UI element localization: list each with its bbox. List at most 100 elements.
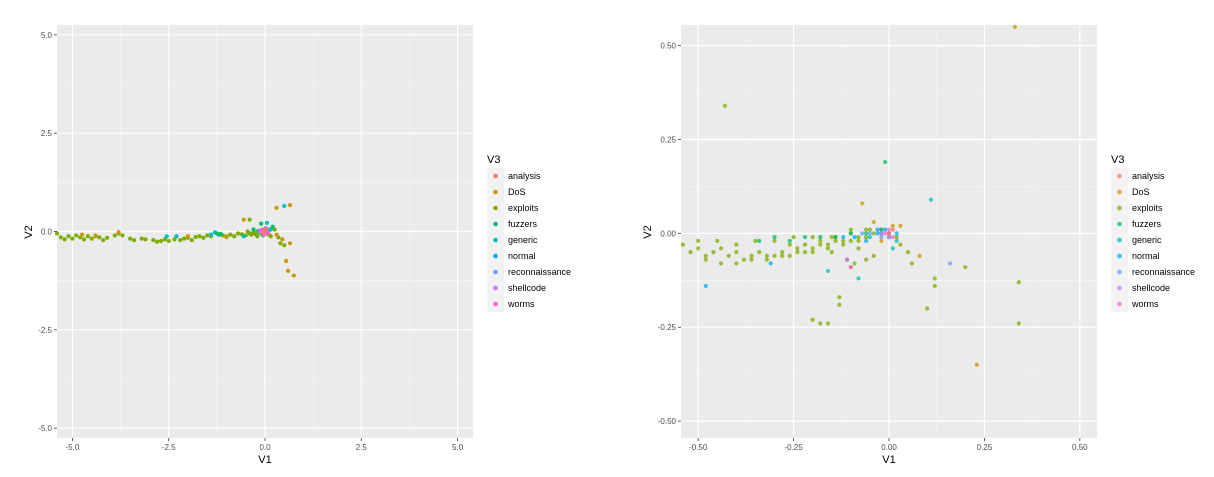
data-point-exploits <box>864 235 869 240</box>
data-point-fuzzers <box>787 238 792 243</box>
x-tick-label: -0.25 <box>784 443 803 452</box>
data-point-exploits <box>718 246 724 251</box>
data-point-exploits <box>772 253 777 259</box>
data-point-worms <box>890 235 895 240</box>
data-point-exploits <box>120 233 125 238</box>
data-point-generic <box>174 234 179 239</box>
data-point-fuzzers <box>772 235 777 240</box>
data-point-exploits <box>166 238 171 244</box>
data-point-exploits <box>852 261 857 266</box>
data-point-exploits <box>898 242 903 247</box>
data-point-normal <box>703 283 708 289</box>
data-point-exploits <box>909 261 914 266</box>
data-point-analysis <box>886 231 892 236</box>
data-point-exploits <box>128 236 133 241</box>
data-point-dos <box>224 234 229 239</box>
data-point-exploits <box>715 238 720 243</box>
x-tick-label: -5.0 <box>66 443 80 452</box>
left-y-axis-title: V2 <box>23 225 35 238</box>
data-point-exploits <box>255 234 260 239</box>
data-point-generic <box>894 238 899 243</box>
data-point-exploits <box>833 238 838 243</box>
y-tick-label: 5.0 <box>41 31 53 40</box>
data-point-worms <box>848 265 853 270</box>
data-point-shellcode <box>886 235 892 240</box>
x-tick-label: 0.0 <box>259 443 271 452</box>
left-legend-title: V3 <box>487 154 500 166</box>
right-major-gridlines <box>681 25 1097 438</box>
legend-key-fuzzers <box>493 221 498 227</box>
data-point-worms <box>265 230 271 236</box>
data-point-exploits <box>89 236 94 241</box>
data-point-exploits <box>856 235 861 240</box>
data-point-exploits <box>680 242 686 247</box>
data-point-exploits <box>205 233 210 238</box>
legend-key-shellcode <box>493 285 498 291</box>
data-point-normal <box>875 231 880 236</box>
data-point-generic <box>164 234 169 239</box>
data-point-exploits <box>201 235 206 240</box>
data-point-exploits <box>856 238 861 243</box>
left-legend: V3 analysis DoS exploits fuzzers generic norm… <box>487 154 571 312</box>
legend-key-generic <box>1117 237 1122 243</box>
legend-key-reconnaissance <box>493 269 498 275</box>
legend-label-worms: worms <box>1131 299 1159 309</box>
data-point-exploits <box>829 250 834 255</box>
legend-label-analysis: analysis <box>1132 171 1165 181</box>
data-point-exploits <box>151 238 156 243</box>
legend-label-worms: worms <box>507 299 535 309</box>
data-point-exploits <box>58 235 63 240</box>
data-point-generic <box>867 235 873 240</box>
data-point-generic <box>890 246 895 251</box>
data-point-fuzzers <box>848 231 853 236</box>
legend-key-exploits <box>493 205 498 211</box>
data-point-exploits <box>795 246 800 251</box>
legend-key-generic <box>493 237 498 243</box>
x-tick-label: -2.5 <box>162 443 176 452</box>
legend-key-fuzzers <box>1117 221 1122 227</box>
data-point-exploits <box>867 227 873 232</box>
data-point-normal <box>883 227 888 232</box>
data-point-dos <box>93 234 98 239</box>
y-tick-label: 0.50 <box>660 42 676 51</box>
data-point-exploits <box>278 241 283 246</box>
data-point-exploits <box>864 257 869 262</box>
x-tick-label: 5.0 <box>452 443 464 452</box>
data-point-exploits <box>837 295 842 300</box>
data-point-exploits <box>810 246 815 251</box>
data-point-exploits <box>780 250 785 255</box>
data-point-exploits <box>864 227 869 232</box>
data-point-exploits <box>688 250 693 255</box>
data-point-exploits <box>780 253 785 259</box>
data-point-exploits <box>189 238 194 243</box>
legend-label-shellcode: shellcode <box>508 283 546 293</box>
data-point-analysis <box>263 228 268 233</box>
data-point-fuzzers <box>251 227 256 232</box>
data-point-generic <box>241 234 246 239</box>
data-point-exploits <box>155 239 160 244</box>
data-point-exploits <box>848 227 853 232</box>
data-point-dos <box>280 237 285 242</box>
data-point-exploits <box>722 103 727 108</box>
data-point-dos <box>274 232 279 237</box>
data-point-fuzzers <box>879 227 884 232</box>
data-point-exploits <box>757 250 762 255</box>
data-point-exploits <box>818 242 823 247</box>
data-point-exploits <box>81 237 87 242</box>
right-x-axis-title: V1 <box>882 454 895 466</box>
data-point-worms <box>886 227 892 232</box>
right-legend-title: V3 <box>1111 154 1124 166</box>
legend-label-dos: DoS <box>508 187 526 197</box>
data-point-exploits <box>726 253 731 259</box>
data-point-exploits <box>818 321 823 326</box>
legend-label-generic: generic <box>508 235 538 245</box>
data-point-exploits <box>703 257 708 262</box>
legend-key-exploits <box>1117 205 1122 211</box>
data-point-exploits <box>810 317 815 322</box>
x-tick-label: -0.50 <box>689 443 708 452</box>
data-point-fuzzers <box>757 238 762 243</box>
data-point-exploits <box>235 231 241 236</box>
data-point-exploits <box>268 234 273 239</box>
data-point-reconnaissance <box>879 235 884 240</box>
data-point-exploits <box>85 234 90 239</box>
